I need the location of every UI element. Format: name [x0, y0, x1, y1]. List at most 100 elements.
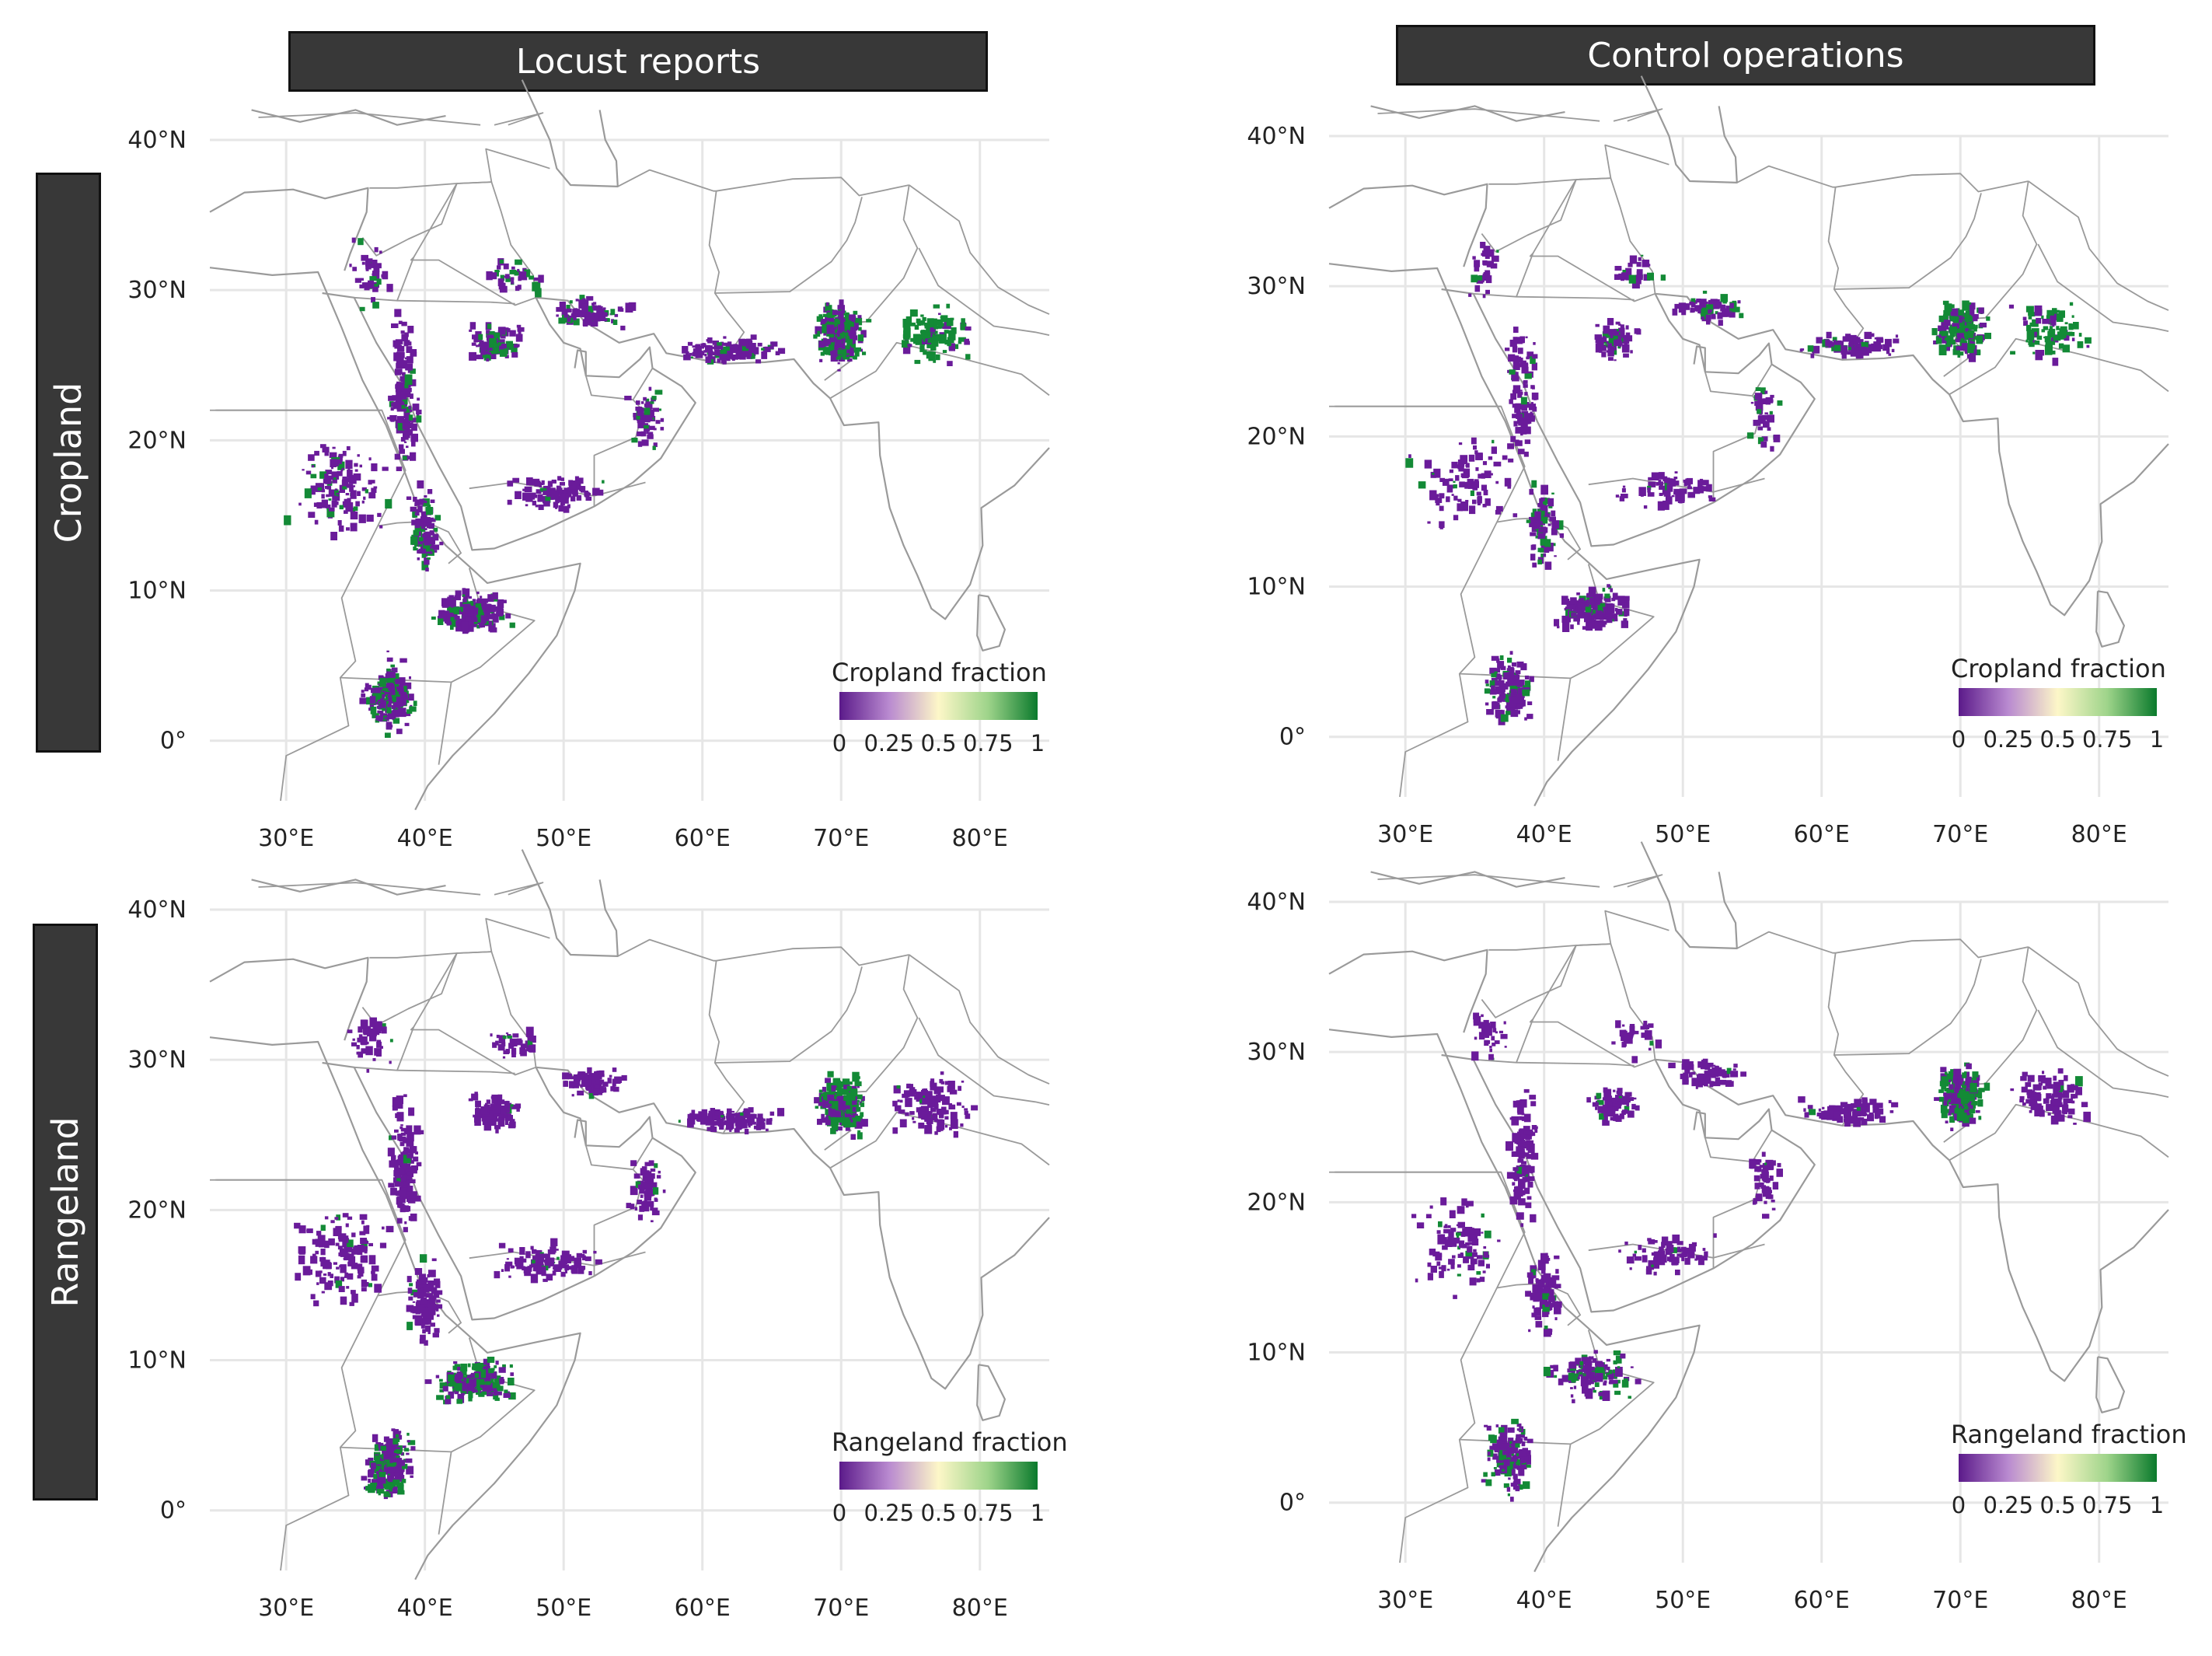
report-point — [1618, 335, 1622, 340]
report-point — [1516, 694, 1523, 703]
country-border — [413, 182, 536, 298]
report-point — [462, 1384, 467, 1389]
report-point — [563, 491, 567, 494]
report-point — [732, 358, 735, 361]
report-point — [717, 342, 721, 345]
report-point — [1511, 710, 1519, 718]
latitude-label: 0° — [160, 1497, 187, 1525]
legend-tick-label: 0 — [832, 730, 846, 756]
report-point — [838, 1082, 843, 1087]
report-point — [748, 1109, 752, 1112]
report-point — [817, 331, 820, 335]
report-point — [1510, 651, 1513, 655]
report-point — [1547, 498, 1554, 507]
report-point — [1475, 467, 1478, 471]
report-point — [361, 1221, 365, 1225]
report-point — [373, 1058, 376, 1061]
report-point — [696, 346, 702, 351]
report-point — [754, 1126, 757, 1130]
report-point — [1630, 350, 1633, 353]
report-point — [1811, 354, 1815, 358]
report-point — [595, 1085, 599, 1089]
report-point — [557, 476, 561, 480]
report-point — [1530, 533, 1536, 536]
report-point — [1537, 560, 1542, 564]
report-point — [1485, 470, 1492, 478]
report-point — [857, 1130, 860, 1134]
report-point — [1529, 489, 1533, 495]
report-point — [1708, 495, 1712, 498]
report-point — [472, 343, 476, 346]
report-point — [563, 506, 570, 513]
report-point — [694, 351, 698, 357]
report-point — [344, 1273, 348, 1277]
report-point — [1621, 603, 1624, 606]
report-point — [333, 1262, 337, 1264]
report-point — [347, 1217, 352, 1220]
report-point — [1513, 421, 1517, 426]
report-point — [1600, 620, 1603, 623]
report-point — [1635, 328, 1641, 334]
report-point — [1572, 599, 1577, 604]
report-point — [473, 1115, 476, 1118]
report-point — [490, 1110, 494, 1116]
report-point — [361, 690, 365, 693]
report-point — [1525, 439, 1530, 444]
report-point — [475, 620, 478, 622]
coastline — [1694, 347, 1705, 372]
report-point — [410, 1476, 413, 1478]
report-point — [416, 509, 420, 512]
report-point — [1530, 385, 1535, 389]
report-point — [532, 282, 539, 292]
report-point — [654, 1197, 658, 1200]
report-point — [1720, 305, 1725, 312]
report-point — [361, 1019, 367, 1023]
report-point — [420, 1254, 427, 1263]
report-point — [2085, 337, 2092, 344]
report-point — [943, 350, 947, 353]
report-point — [515, 1261, 522, 1266]
report-point — [1691, 308, 1695, 313]
report-point — [492, 1043, 497, 1048]
report-point — [393, 396, 401, 401]
report-point — [431, 519, 436, 522]
legend-tick-label: 0.5 — [2039, 726, 2075, 753]
report-point — [1560, 533, 1564, 538]
report-point — [1457, 499, 1461, 502]
report-point — [404, 408, 406, 411]
report-point — [908, 344, 912, 347]
report-point — [2068, 323, 2073, 330]
report-point — [493, 616, 499, 623]
report-point — [584, 492, 589, 498]
report-point — [1616, 322, 1621, 325]
report-point — [1647, 487, 1651, 492]
report-point — [1623, 486, 1625, 488]
report-point — [505, 1120, 508, 1125]
report-point — [743, 341, 749, 347]
report-point — [1756, 387, 1761, 391]
report-point — [603, 307, 606, 309]
report-point — [399, 1169, 404, 1174]
report-point — [407, 456, 410, 459]
report-point — [602, 480, 605, 484]
report-point — [1939, 331, 1942, 334]
report-point — [1893, 339, 1899, 344]
report-point — [325, 1241, 330, 1245]
report-point — [651, 396, 656, 400]
report-point — [345, 460, 352, 469]
report-point — [933, 305, 940, 309]
report-point — [1512, 662, 1516, 666]
report-point — [1648, 477, 1652, 480]
report-point — [1471, 274, 1478, 282]
report-point — [299, 1225, 306, 1233]
longitude-label: 30°E — [258, 825, 314, 852]
legend-title: Cropland fraction — [832, 658, 1047, 687]
report-point — [1950, 304, 1955, 308]
report-point — [372, 302, 379, 309]
report-point — [328, 1280, 333, 1286]
report-point — [1531, 480, 1537, 488]
report-point — [1675, 471, 1678, 473]
report-point — [1483, 461, 1487, 465]
report-point — [496, 1361, 499, 1364]
